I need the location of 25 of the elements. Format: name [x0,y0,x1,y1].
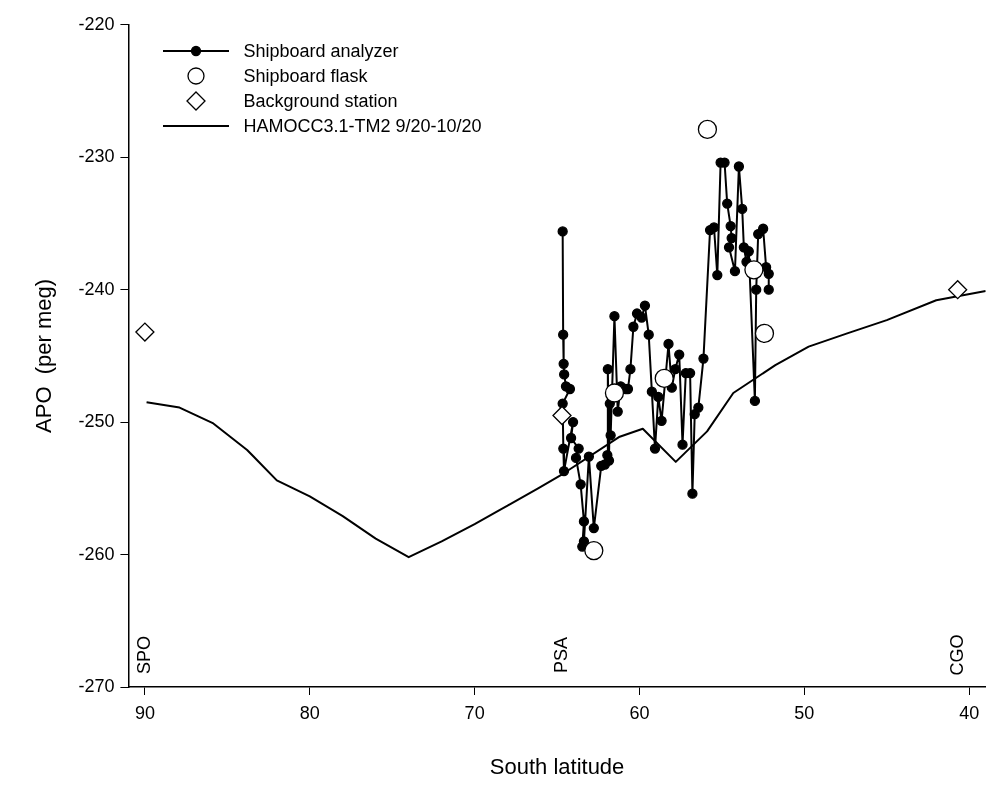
legend-label: Background station [243,89,398,113]
legend-label: Shipboard analyzer [243,39,399,63]
y-tick-label: -250 [78,411,115,432]
x-tick-label: 80 [299,702,320,723]
x-tick-label: 50 [794,702,815,723]
point [552,405,572,426]
point [654,368,674,389]
legend-label: HAMOCC3.1-TM2 9/20-10/20 [243,114,482,138]
x-tick-label: 90 [134,702,155,723]
x-tick-label: 40 [959,702,980,723]
point [744,260,764,280]
legend-label: Shipboard flask [243,64,368,88]
x-tick-label: 60 [629,702,650,723]
x-axis-title: South latitude [489,753,625,779]
y-tick-label: -240 [78,278,115,299]
y-tick-label: -260 [78,543,115,564]
x-tick-label: 70 [464,702,485,723]
point [604,383,625,403]
annotation: CGO [946,634,967,676]
y-tick-label: -230 [78,146,115,167]
y-tick-label: -270 [78,675,115,696]
y-axis-title: APO (per meg) [31,278,57,433]
y-tick-label: -220 [78,13,115,34]
annotation: PSA [550,636,571,674]
annotation: SPO [133,635,154,675]
